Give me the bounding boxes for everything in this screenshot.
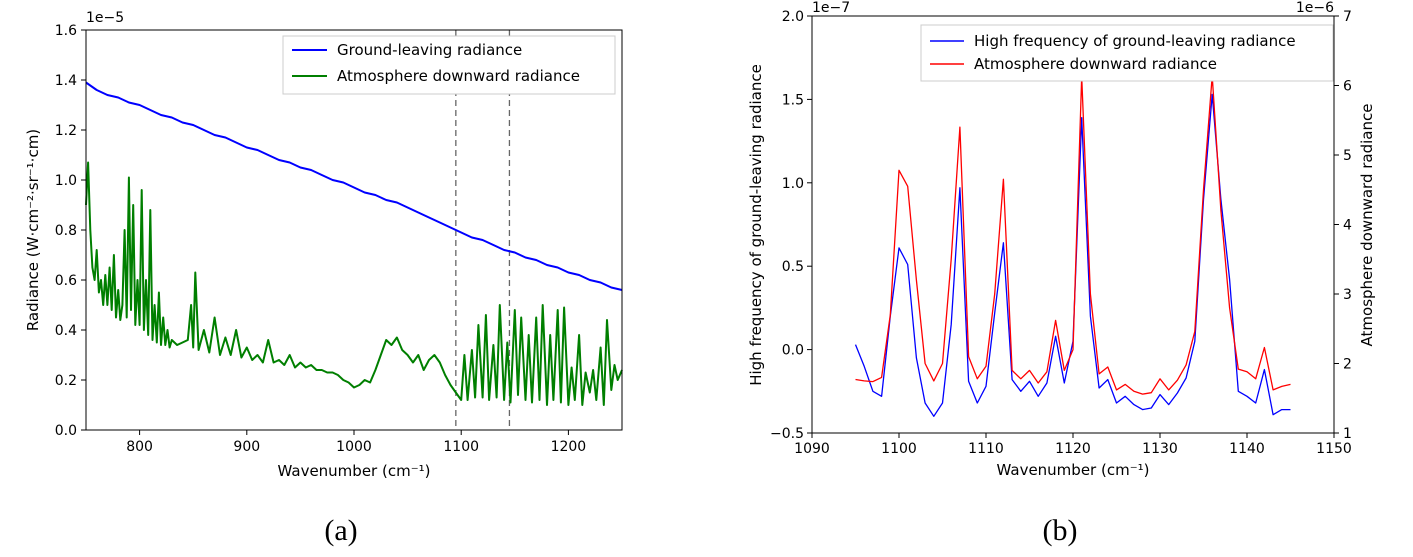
atmosphere-downward-radiance-line bbox=[855, 75, 1291, 395]
panel-caption: (a) bbox=[324, 514, 357, 547]
y-tick-label: 1.4 bbox=[55, 73, 77, 89]
left-y-tick-label: 1.0 bbox=[782, 176, 804, 192]
legend: Ground-leaving radiance Atmosphere downw… bbox=[282, 35, 616, 95]
panel-a: 800 900 1000 1100 1200 0.0 0.2 0.4 0.6 0.8 1.0 1.2… bbox=[24, 10, 623, 547]
x-tick-label: 1100 bbox=[881, 441, 917, 457]
legend-label: Atmosphere downward radiance bbox=[337, 67, 580, 85]
right-y-axis-ticks: 1 2 3 4 5 6 7 bbox=[1334, 9, 1352, 442]
left-y-tick-label: 2.0 bbox=[782, 9, 804, 25]
x-tick-label: 1130 bbox=[1142, 441, 1178, 457]
legend-box bbox=[282, 35, 616, 95]
x-axis-label: Wavenumber (cm⁻¹) bbox=[997, 461, 1150, 479]
y-tick-label: 0.0 bbox=[55, 423, 77, 439]
left-y-axis-label: High frequency of ground-leaving radianc… bbox=[747, 64, 765, 386]
x-axis-ticks: 1090 1100 1110 1120 1130 1140 1150 bbox=[794, 433, 1352, 457]
right-y-axis-label: Atmosphere downward radiance bbox=[1358, 104, 1376, 347]
x-tick-label: 800 bbox=[126, 439, 153, 455]
right-y-tick-label: 3 bbox=[1343, 287, 1352, 303]
x-axis-label: Wavenumber (cm⁻¹) bbox=[278, 462, 431, 480]
legend-box bbox=[920, 24, 1334, 82]
left-y-tick-label: −0.5 bbox=[770, 426, 804, 442]
y-tick-label: 0.2 bbox=[55, 373, 77, 389]
y-tick-label: 0.8 bbox=[55, 223, 77, 239]
right-y-tick-label: 5 bbox=[1343, 148, 1352, 164]
x-tick-label: 1140 bbox=[1229, 441, 1265, 457]
right-y-tick-label: 1 bbox=[1343, 426, 1352, 442]
left-y-offset-text: 1e−7 bbox=[812, 0, 850, 16]
legend-label: Atmosphere downward radiance bbox=[974, 55, 1217, 73]
x-tick-label: 1150 bbox=[1316, 441, 1352, 457]
y-axis-ticks: 0.0 0.2 0.4 0.6 0.8 1.0 1.2 1.4 1.6 bbox=[55, 23, 86, 439]
y-offset-text: 1e−5 bbox=[86, 10, 124, 26]
x-tick-label: 1090 bbox=[794, 441, 830, 457]
panel-b: 1090 1100 1110 1120 1130 1140 1150 −0.5 0.0 0.5 1… bbox=[747, 0, 1376, 547]
x-tick-label: 1120 bbox=[1055, 441, 1091, 457]
y-tick-label: 1.6 bbox=[55, 23, 77, 39]
panel-caption: (b) bbox=[1043, 514, 1078, 547]
y-tick-label: 1.2 bbox=[55, 123, 77, 139]
right-y-tick-label: 2 bbox=[1343, 357, 1352, 373]
right-y-tick-label: 6 bbox=[1343, 79, 1352, 95]
atmosphere-downward-radiance-line bbox=[85, 161, 623, 406]
y-axis-label: Radiance (W·cm⁻²·sr⁻¹·cm) bbox=[24, 129, 42, 331]
series-lines bbox=[85, 81, 623, 406]
left-y-tick-label: 0.5 bbox=[782, 259, 804, 275]
x-tick-label: 1200 bbox=[551, 439, 587, 455]
legend-label: Ground-leaving radiance bbox=[337, 41, 522, 59]
right-y-tick-label: 7 bbox=[1343, 9, 1352, 25]
legend-label: High frequency of ground-leaving radianc… bbox=[974, 32, 1296, 50]
right-y-offset-text: 1e−6 bbox=[1296, 0, 1334, 16]
x-tick-label: 1000 bbox=[336, 439, 372, 455]
x-tick-label: 900 bbox=[233, 439, 260, 455]
ground-leaving-radiance-line bbox=[85, 81, 623, 291]
y-tick-label: 0.4 bbox=[55, 323, 77, 339]
x-tick-label: 1100 bbox=[443, 439, 479, 455]
left-y-tick-label: 0.0 bbox=[782, 343, 804, 359]
y-tick-label: 0.6 bbox=[55, 273, 77, 289]
x-axis-ticks: 800 900 1000 1100 1200 bbox=[126, 430, 586, 455]
right-y-tick-label: 4 bbox=[1343, 218, 1352, 234]
series-lines bbox=[854, 75, 1291, 417]
legend: High frequency of ground-leaving radianc… bbox=[920, 24, 1334, 82]
y-tick-label: 1.0 bbox=[55, 173, 77, 189]
x-tick-label: 1110 bbox=[968, 441, 1004, 457]
left-y-axis-ticks: −0.5 0.0 0.5 1.0 1.5 2.0 bbox=[770, 9, 812, 442]
left-y-tick-label: 1.5 bbox=[782, 92, 804, 108]
